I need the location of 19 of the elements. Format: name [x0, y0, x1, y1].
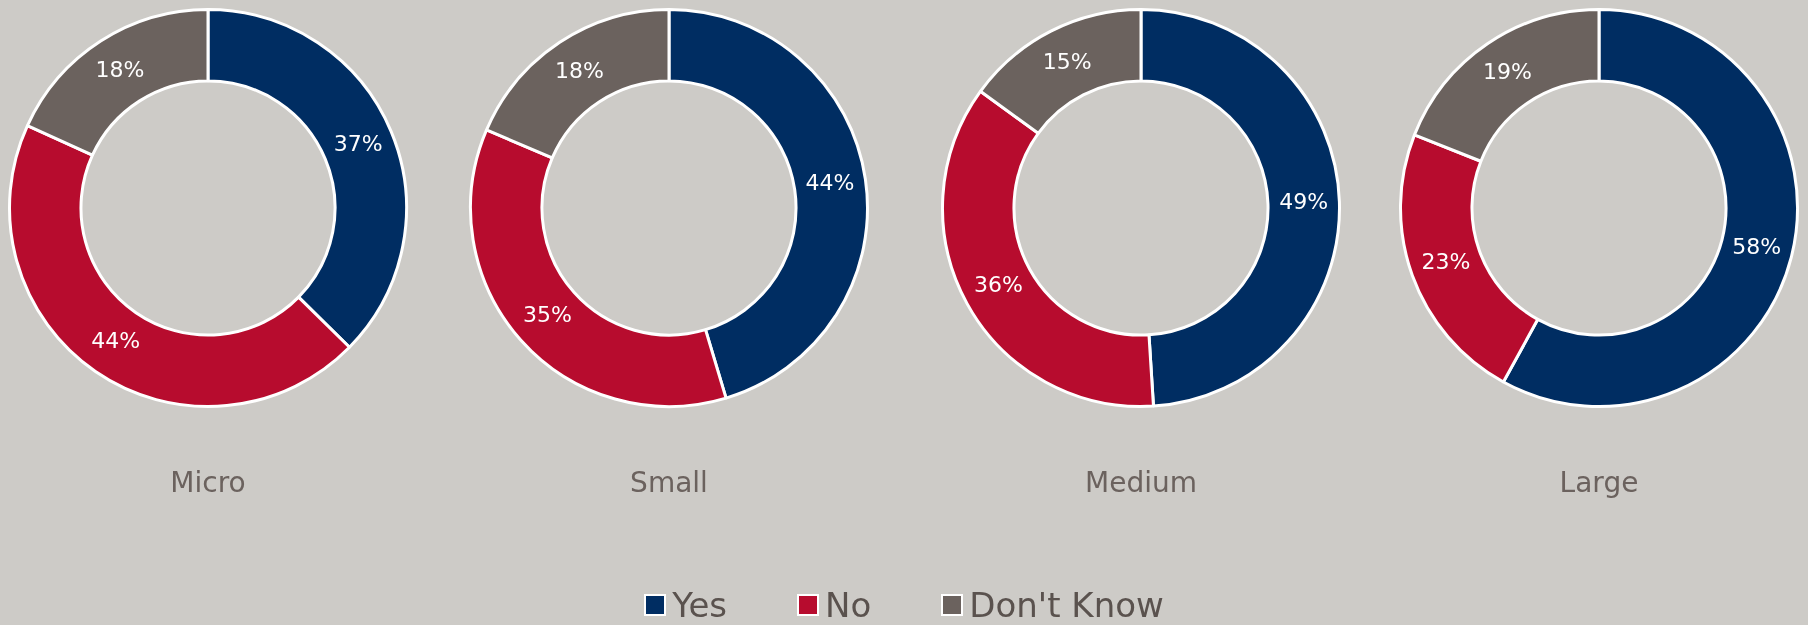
legend-label: No: [825, 585, 872, 625]
data-label: 44%: [91, 327, 141, 353]
data-label: 36%: [973, 272, 1023, 298]
data-label: 58%: [1732, 234, 1782, 260]
data-label: 18%: [95, 56, 145, 82]
data-label: 15%: [1042, 48, 1092, 74]
data-label: 23%: [1421, 248, 1471, 274]
legend-label: Don't Know: [969, 585, 1164, 625]
legend-label: Yes: [672, 585, 728, 625]
data-label: 35%: [523, 302, 573, 328]
text: Large: [1558, 466, 1640, 499]
data-label: 49%: [1279, 188, 1329, 214]
data-label: 19%: [1483, 59, 1532, 85]
text: Medium: [1084, 466, 1198, 499]
text: Micro: [169, 466, 247, 499]
data-label: 18%: [554, 57, 604, 83]
text: Small: [629, 466, 709, 499]
data-label: 37%: [333, 130, 383, 156]
data-label: 44%: [805, 170, 855, 196]
